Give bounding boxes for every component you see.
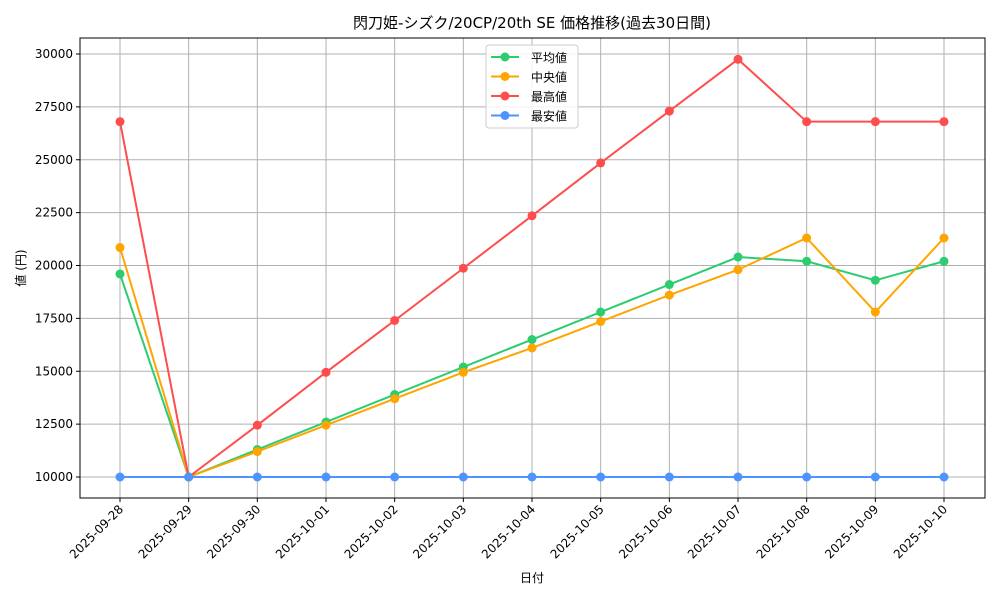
- series-0: [115, 252, 949, 482]
- data-point: [870, 117, 880, 127]
- data-point: [870, 307, 880, 317]
- x-tick-label: 2025-10-05: [548, 502, 607, 561]
- data-point: [527, 211, 537, 221]
- y-tick-label: 20000: [35, 259, 73, 273]
- data-point: [664, 106, 674, 116]
- data-point: [527, 343, 537, 353]
- legend-marker: [500, 72, 510, 81]
- y-tick-label: 12500: [35, 417, 73, 431]
- data-point: [115, 243, 125, 253]
- data-point: [733, 252, 743, 262]
- data-point: [664, 280, 674, 290]
- legend-marker: [500, 111, 510, 120]
- y-tick-label: 15000: [35, 364, 73, 378]
- data-point: [184, 472, 194, 482]
- series-1: [115, 233, 949, 482]
- data-point: [252, 472, 262, 482]
- y-tick-label: 10000: [35, 470, 73, 484]
- data-point: [390, 472, 400, 482]
- data-point: [939, 256, 949, 266]
- y-tick-label: 17500: [35, 311, 73, 325]
- data-point: [802, 472, 812, 482]
- data-point: [939, 472, 949, 482]
- data-point: [596, 158, 606, 168]
- legend-label: 平均値: [531, 50, 567, 65]
- data-point: [527, 335, 537, 345]
- data-point: [596, 307, 606, 317]
- data-point: [664, 290, 674, 300]
- data-point: [115, 269, 125, 279]
- x-tick-label: 2025-10-09: [822, 502, 881, 561]
- x-axis-label: 日付: [520, 571, 544, 585]
- data-point: [664, 472, 674, 482]
- x-tick-label: 2025-10-06: [616, 502, 675, 561]
- x-tick-label: 2025-09-29: [136, 502, 195, 561]
- x-tick-label: 2025-10-04: [479, 502, 538, 561]
- data-point: [321, 367, 331, 377]
- data-point: [527, 472, 537, 482]
- data-point: [321, 472, 331, 482]
- data-point: [458, 472, 468, 482]
- data-point: [939, 117, 949, 127]
- y-tick-label: 22500: [35, 206, 73, 220]
- data-point: [870, 275, 880, 285]
- data-point: [390, 315, 400, 325]
- legend-label: 最安値: [531, 109, 567, 124]
- x-tick-label: 2025-10-07: [685, 502, 744, 561]
- series-3: [115, 472, 949, 482]
- x-tick-label: 2025-09-28: [67, 502, 126, 561]
- y-axis-label: 値 (円): [13, 249, 28, 286]
- data-point: [733, 54, 743, 64]
- y-tick-label: 30000: [35, 47, 73, 61]
- data-point: [870, 472, 880, 482]
- data-point: [802, 256, 812, 266]
- x-tick-label: 2025-10-03: [410, 502, 469, 561]
- legend-marker: [500, 91, 510, 101]
- legend-label: 中央値: [531, 70, 567, 85]
- legend-box: [485, 44, 579, 129]
- data-point: [252, 447, 262, 457]
- data-point: [321, 420, 331, 430]
- x-tick-label: 2025-10-10: [891, 502, 950, 561]
- data-point: [390, 394, 400, 404]
- data-point: [596, 472, 606, 482]
- x-tick-label: 2025-10-08: [754, 502, 813, 561]
- data-point: [802, 117, 812, 127]
- data-point: [939, 233, 949, 243]
- x-tick-label: 2025-10-02: [342, 502, 401, 561]
- data-point: [115, 117, 125, 127]
- data-point: [802, 233, 812, 243]
- y-tick-label: 27500: [35, 100, 73, 114]
- chart-title: 閃刀姫-シズク/20CP/20th SE 価格推移(過去30日間): [353, 14, 711, 32]
- x-tick-label: 2025-10-01: [273, 502, 332, 561]
- data-point: [458, 263, 468, 273]
- legend-label: 最高値: [531, 89, 567, 104]
- legend-marker: [500, 52, 510, 62]
- x-tick-label: 2025-09-30: [204, 502, 263, 561]
- data-point: [458, 367, 468, 377]
- data-point: [596, 317, 606, 327]
- y-tick-label: 25000: [35, 153, 73, 167]
- data-point: [733, 265, 743, 275]
- data-point: [252, 420, 262, 430]
- data-point: [733, 472, 743, 482]
- data-point: [115, 472, 125, 482]
